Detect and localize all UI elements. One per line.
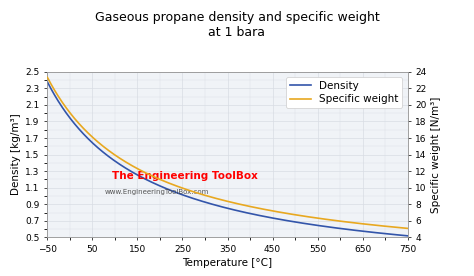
Specific weight — [355, 222, 360, 225]
Specific weight — [274, 210, 280, 213]
Text: The Engineering ToolBox: The Engineering ToolBox — [112, 171, 258, 181]
Specific weight — [254, 206, 259, 209]
Density — [405, 234, 410, 237]
Density — [67, 116, 73, 119]
Density — [318, 224, 323, 227]
Density — [263, 215, 269, 218]
Text: www.EngineeringToolBox.com: www.EngineeringToolBox.com — [105, 189, 210, 195]
Line: Specific weight: Specific weight — [47, 77, 408, 228]
Specific weight — [45, 76, 50, 79]
Density — [45, 80, 50, 84]
Density — [355, 229, 360, 232]
Specific weight — [263, 208, 269, 211]
Y-axis label: Density [kg/m³]: Density [kg/m³] — [11, 114, 21, 195]
Y-axis label: Specific weight [N/m³]: Specific weight [N/m³] — [431, 96, 441, 213]
Text: Gaseous propane density and specific weight
at 1 bara: Gaseous propane density and specific wei… — [95, 11, 379, 39]
Specific weight — [67, 111, 73, 114]
Specific weight — [405, 227, 410, 230]
Line: Density: Density — [47, 82, 408, 236]
Density — [254, 213, 259, 217]
Specific weight — [318, 217, 323, 220]
Legend: Density, Specific weight: Density, Specific weight — [285, 77, 402, 108]
Density — [274, 217, 280, 221]
X-axis label: Temperature [°C]: Temperature [°C] — [182, 258, 273, 268]
